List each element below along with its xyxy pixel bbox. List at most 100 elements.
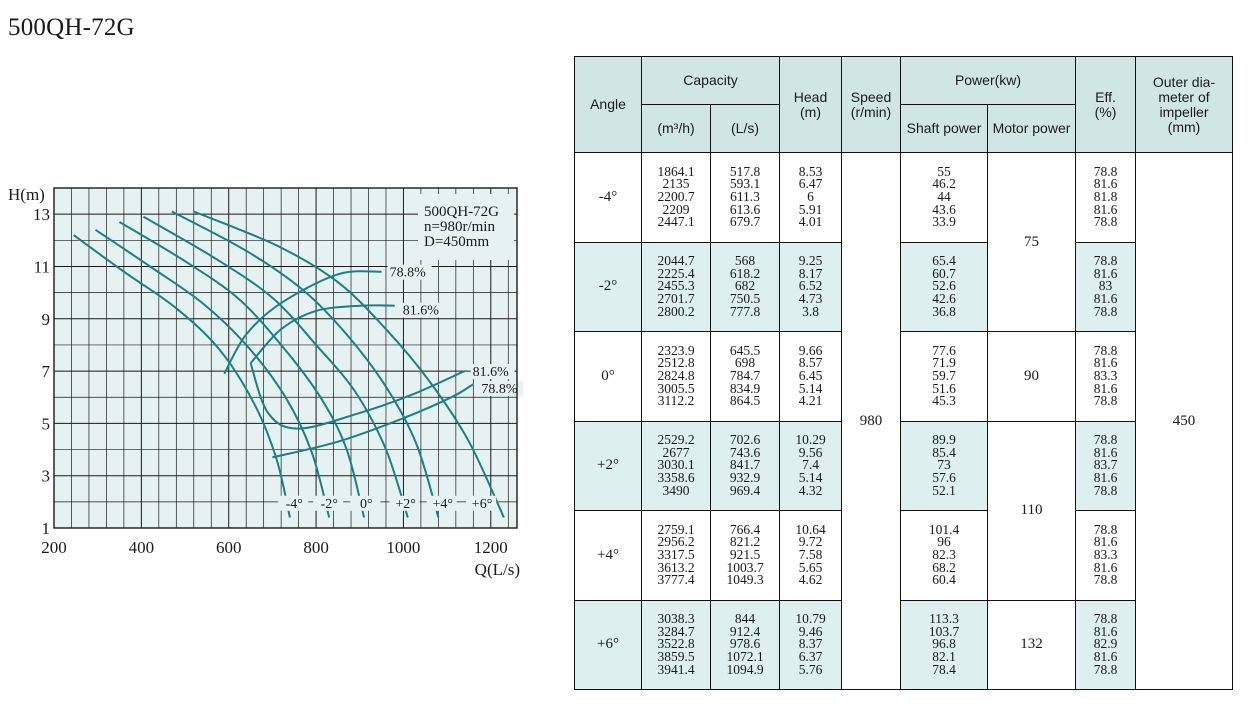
capacity-m3h-cell: 1864.1 2135 2200.7 2209 2447.1	[641, 152, 711, 243]
cell-value: 2800.2	[657, 303, 695, 319]
eff-cell: 78.8 81.6 83.3 81.6 78.8	[1075, 510, 1136, 601]
cell-value: 777.8	[729, 303, 761, 319]
cell-value: 834.9	[729, 380, 761, 396]
cell-value: 3490	[662, 482, 690, 498]
cell-value: 2135	[662, 176, 690, 192]
header-power: Power(kw)	[900, 56, 1076, 105]
capacity-m3h-cell: 3038.3 3284.7 3522.8 3859.5 3941.4	[641, 599, 711, 690]
header-head: Head (m)	[779, 56, 842, 153]
cell-value: 81.6	[1093, 470, 1118, 486]
header-angle: Angle	[574, 56, 642, 153]
head-cell: 10.64 9.72 7.58 5.65 4.62	[779, 510, 842, 601]
y-tick-label: 9	[42, 310, 51, 329]
cell-value: 702.6	[729, 432, 761, 448]
cell-value: 89.9	[932, 432, 956, 448]
angle-cell: -2°	[574, 241, 642, 332]
cell-value: 2701.7	[657, 291, 695, 307]
cell-value: 9.46	[798, 623, 823, 639]
cell-value: 52.1	[932, 482, 956, 498]
cell-value: 4.01	[798, 214, 823, 230]
blade-angle-label: +4°	[432, 497, 453, 512]
table-row: -2° 2044.7 2225.4 2455.3 2701.7 2800.2 568 618.…	[574, 241, 1233, 332]
legend-bg	[418, 194, 514, 260]
shaft-power-cell: 101.4 96 82.3 68.2 60.4	[900, 510, 988, 601]
cell-value: 10.29	[795, 432, 826, 448]
cell-value: 6.45	[798, 367, 823, 383]
cell-value: 5.76	[798, 661, 823, 677]
cell-value: 73	[937, 457, 951, 473]
x-tick-label: 600	[216, 538, 242, 557]
cell-value: 3941.4	[657, 661, 695, 677]
cell-value: 81.6	[1093, 201, 1118, 217]
cell-value: 679.7	[729, 214, 761, 230]
cell-value: 103.7	[928, 623, 960, 639]
blade-angle-label: 0°	[360, 497, 373, 512]
blade-angle-labels: -4° -2° 0° +2° +4° +6°	[278, 495, 497, 512]
cell-value: 6.47	[798, 176, 823, 192]
cell-value: 8.37	[798, 636, 823, 652]
header-motor-power: Motor power	[987, 104, 1076, 153]
angle-cell: +2°	[574, 420, 642, 511]
cell-value: 8.53	[798, 163, 823, 179]
cell-value: 2225.4	[657, 265, 695, 281]
shaft-power-cell: 89.9 85.4 73 57.6 52.1	[900, 420, 988, 511]
cell-value: 978.6	[729, 636, 761, 652]
y-tick-label: 1	[42, 519, 51, 538]
y-tick-label: 7	[42, 362, 51, 381]
x-axis-label: Q(L/s)	[475, 560, 520, 579]
efficiency-label: 81.6%	[473, 365, 510, 380]
cell-value: 52.6	[932, 278, 956, 294]
x-tick-label: 400	[129, 538, 155, 557]
cell-value: 750.5	[729, 291, 761, 307]
cell-value: 7.4	[802, 457, 819, 473]
header-shaft-power: Shaft power	[900, 104, 988, 153]
cell-value: 611.3	[730, 188, 760, 204]
cell-value: 3112.2	[657, 393, 695, 409]
header-capacity-ls: (L/s)	[710, 104, 780, 153]
table-row: 0° 2323.9 2512.8 2824.8 3005.5 3112.2 645.5 698…	[574, 331, 1233, 422]
cell-value: 3859.5	[657, 649, 695, 665]
cell-value: 743.6	[729, 444, 761, 460]
table-row: +2° 2529.2 2677 3030.1 3358.6 3490 702.6 743.6 8…	[574, 420, 1233, 601]
eff-cell: 78.8 81.6 83 81.6 78.8	[1075, 241, 1136, 332]
cell-value: 2677	[662, 444, 690, 460]
y-tick-label: 11	[34, 257, 50, 276]
cell-value: 82.3	[932, 546, 956, 562]
cell-value: 6.37	[798, 649, 823, 665]
cell-value: 81.6	[1093, 534, 1118, 550]
head-curves	[73, 210, 505, 518]
cell-value: 3358.6	[657, 470, 695, 486]
blade-angle-label: +2°	[395, 497, 416, 512]
cell-value: 60.7	[932, 265, 956, 281]
header-eff: Eff. (%)	[1075, 56, 1136, 153]
cell-value: 78.8	[1093, 342, 1118, 358]
cell-value: 841.7	[729, 457, 761, 473]
x-tick-label: 800	[303, 538, 329, 557]
cell-value: 1003.7	[726, 559, 764, 575]
outer-diameter-cell: 450	[1135, 152, 1233, 690]
cell-value: 44	[937, 188, 951, 204]
cell-value: 81.6	[1093, 265, 1118, 281]
eff-cell: 78.8 81.6 83.3 81.6 78.8	[1075, 331, 1136, 422]
cell-value: 82.9	[1093, 636, 1118, 652]
cell-value: 10.64	[795, 521, 826, 537]
cell-value: 78.8	[1093, 214, 1118, 230]
cell-value: 9.56	[798, 444, 823, 460]
cell-value: 821.2	[729, 534, 761, 550]
capacity-m3h-cell: 2044.7 2225.4 2455.3 2701.7 2800.2	[641, 241, 711, 332]
cell-value: 81.6	[1093, 355, 1118, 371]
plot-border	[53, 187, 518, 529]
cell-value: 921.5	[729, 546, 761, 562]
capacity-m3h-cell: 2759.1 2956.2 3317.5 3613.2 3777.4	[641, 510, 711, 601]
performance-chart: 78.8% 81.6% 81.6% 78.8% 500QH-72Gn=980r/min…	[8, 185, 524, 579]
cell-value: 3030.1	[657, 457, 695, 473]
cell-value: 844	[734, 611, 756, 627]
cell-value: 96	[937, 534, 951, 550]
performance-table: Angle Capacity Head (m) Speed (r/min) Powe…	[574, 56, 1233, 690]
motor-power-cell: 132	[987, 599, 1076, 690]
cell-value: 96.8	[932, 636, 956, 652]
y-tick-label: 3	[42, 467, 51, 486]
y-tick-label: 13	[33, 205, 50, 224]
